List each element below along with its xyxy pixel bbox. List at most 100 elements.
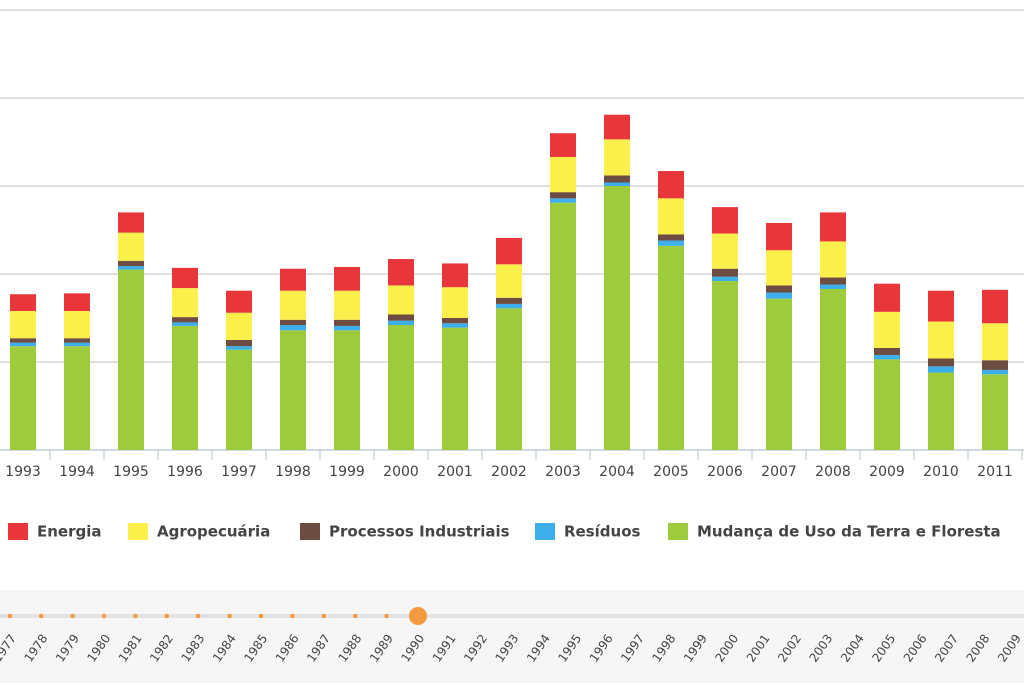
bar-segment bbox=[442, 263, 468, 288]
bar-segment bbox=[172, 322, 198, 326]
legend-swatch[interactable] bbox=[535, 523, 555, 540]
bar-segment bbox=[712, 281, 738, 450]
bar-segment bbox=[226, 349, 252, 450]
bar-segment bbox=[766, 292, 792, 299]
timeline-dot[interactable] bbox=[7, 613, 13, 619]
bar-segment bbox=[712, 233, 738, 269]
bar-segment bbox=[550, 156, 576, 193]
bar-segment bbox=[982, 374, 1008, 450]
timeline-dot[interactable] bbox=[290, 613, 295, 619]
bar-segment bbox=[226, 346, 252, 350]
legend-label[interactable]: Mudança de Uso da Terra e Floresta bbox=[697, 523, 1001, 541]
bar-segment bbox=[442, 327, 468, 450]
bar-segment bbox=[118, 212, 144, 233]
legend-label[interactable]: Energia bbox=[37, 523, 102, 541]
x-tick-label: 2005 bbox=[653, 464, 689, 480]
bar-segment bbox=[496, 237, 522, 265]
bar-segment bbox=[982, 323, 1008, 361]
legend-label[interactable]: Resíduos bbox=[564, 523, 641, 541]
bar-segment bbox=[874, 347, 900, 355]
bar-segment bbox=[982, 369, 1008, 375]
legend-swatch[interactable] bbox=[8, 523, 28, 540]
bar-segment bbox=[604, 182, 630, 186]
bar-segment bbox=[442, 287, 468, 318]
timeline-handle[interactable] bbox=[409, 607, 427, 625]
bar-segment bbox=[550, 192, 576, 199]
bar-segment bbox=[820, 284, 846, 289]
bar-segment bbox=[280, 330, 306, 450]
bar-segment bbox=[928, 290, 954, 322]
bar-segment bbox=[604, 175, 630, 183]
bar-segment bbox=[982, 360, 1008, 370]
timeline-dot[interactable] bbox=[101, 613, 107, 619]
legend-swatch[interactable] bbox=[300, 523, 320, 540]
bar-segment bbox=[118, 266, 144, 270]
bar-segment bbox=[766, 250, 792, 286]
bar-segment bbox=[766, 285, 792, 293]
bar-segment bbox=[226, 312, 252, 340]
bar-segment bbox=[334, 290, 360, 320]
bar-segment bbox=[172, 288, 198, 318]
timeline-dot[interactable] bbox=[195, 613, 201, 619]
bar-segment bbox=[928, 366, 954, 373]
bar-segment bbox=[496, 264, 522, 298]
legend-swatch[interactable] bbox=[128, 523, 148, 540]
bar-segment bbox=[658, 234, 684, 241]
legend-label[interactable]: Agropecuária bbox=[157, 523, 270, 541]
timeline-dot[interactable] bbox=[164, 613, 170, 619]
bar-segment bbox=[280, 325, 306, 331]
bar-segment bbox=[388, 320, 414, 326]
x-tick-label: 1998 bbox=[275, 464, 311, 480]
bar-segment bbox=[388, 259, 414, 286]
bar-segment bbox=[172, 317, 198, 323]
timeline-dot[interactable] bbox=[321, 613, 327, 619]
bar-segment bbox=[118, 260, 144, 267]
bar-segment bbox=[874, 311, 900, 348]
x-tick-label: 2010 bbox=[923, 464, 959, 480]
legend-swatch[interactable] bbox=[668, 523, 688, 540]
timeline-dot[interactable] bbox=[38, 613, 44, 619]
x-tick-label: 2001 bbox=[437, 464, 473, 480]
timeline-dot[interactable] bbox=[133, 613, 138, 619]
bar-segment bbox=[820, 288, 846, 450]
x-tick-label: 2000 bbox=[383, 464, 419, 480]
x-tick-label: 2008 bbox=[815, 464, 851, 480]
bar-segment bbox=[496, 297, 522, 304]
bar-segment bbox=[280, 268, 306, 291]
bar-segment bbox=[388, 314, 414, 321]
timeline-dot[interactable] bbox=[258, 613, 264, 619]
bar-segment bbox=[820, 212, 846, 242]
legend-label[interactable]: Processos Industriais bbox=[329, 523, 510, 541]
timeline-dot[interactable] bbox=[227, 613, 232, 619]
bar-segment bbox=[658, 198, 684, 235]
bar-segment bbox=[226, 340, 252, 347]
bar-segment bbox=[64, 346, 90, 450]
bar-segment bbox=[496, 308, 522, 450]
bar-segment bbox=[442, 323, 468, 328]
timeline-dot[interactable] bbox=[70, 613, 75, 619]
bar-segment bbox=[928, 321, 954, 359]
x-tick-label: 2003 bbox=[545, 464, 581, 480]
x-tick-label: 2004 bbox=[599, 464, 635, 480]
bar-segment bbox=[712, 268, 738, 277]
bar-segment bbox=[982, 289, 1008, 324]
bar-segment bbox=[64, 342, 90, 347]
bar-segment bbox=[658, 171, 684, 199]
x-tick-label: 1995 bbox=[113, 464, 149, 480]
bar-segment bbox=[388, 325, 414, 450]
bar-segment bbox=[226, 290, 252, 313]
bar-segment bbox=[64, 338, 90, 343]
bar-segment bbox=[334, 319, 360, 326]
bar-segment bbox=[10, 338, 36, 343]
bar-segment bbox=[874, 359, 900, 450]
x-tick-label: 2006 bbox=[707, 464, 743, 480]
bar-segment bbox=[10, 342, 36, 347]
bar-segment bbox=[820, 277, 846, 285]
timeline-dot[interactable] bbox=[352, 613, 358, 619]
bar-segment bbox=[874, 283, 900, 312]
bar-segment bbox=[820, 241, 846, 278]
bar-segment bbox=[550, 198, 576, 203]
bar-segment bbox=[10, 346, 36, 450]
timeline-dot[interactable] bbox=[384, 613, 389, 619]
